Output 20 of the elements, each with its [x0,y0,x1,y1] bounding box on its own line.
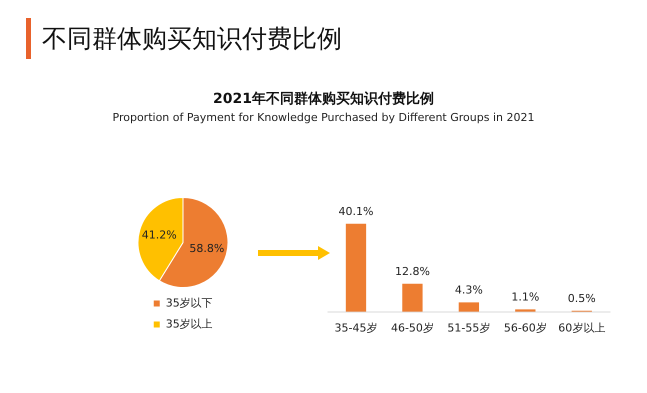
data-label: 58.8% [189,242,224,256]
data-label: 41.2% [142,228,177,242]
text: 2021年不同群体购买知识付费比例 [212,90,435,108]
data-label: 0.5% [568,292,596,306]
data-label: 40.1% [338,205,374,218]
data-label: 12.8% [394,265,430,278]
data-label: 1.1% [511,290,540,304]
bar [458,302,480,312]
text: 不同群体购买知识付费比例 [42,23,342,55]
x-tick-label: 51-55岁 [447,321,490,334]
x-tick-label: 35-45岁 [334,321,378,334]
legend-label: 35岁以下 [166,296,213,310]
x-tick-label: 60岁以上 [558,321,606,334]
text: Proportion of Payment for Knowledge Purchased by Different Groups in 2021 [112,111,536,124]
bar [346,224,366,312]
x-tick-label: 46-50岁 [390,321,434,334]
x-tick-label: 56-60岁 [504,321,547,334]
legend-label: 35岁以上 [166,317,213,330]
bar [402,284,423,312]
data-label: 4.3% [454,284,483,297]
